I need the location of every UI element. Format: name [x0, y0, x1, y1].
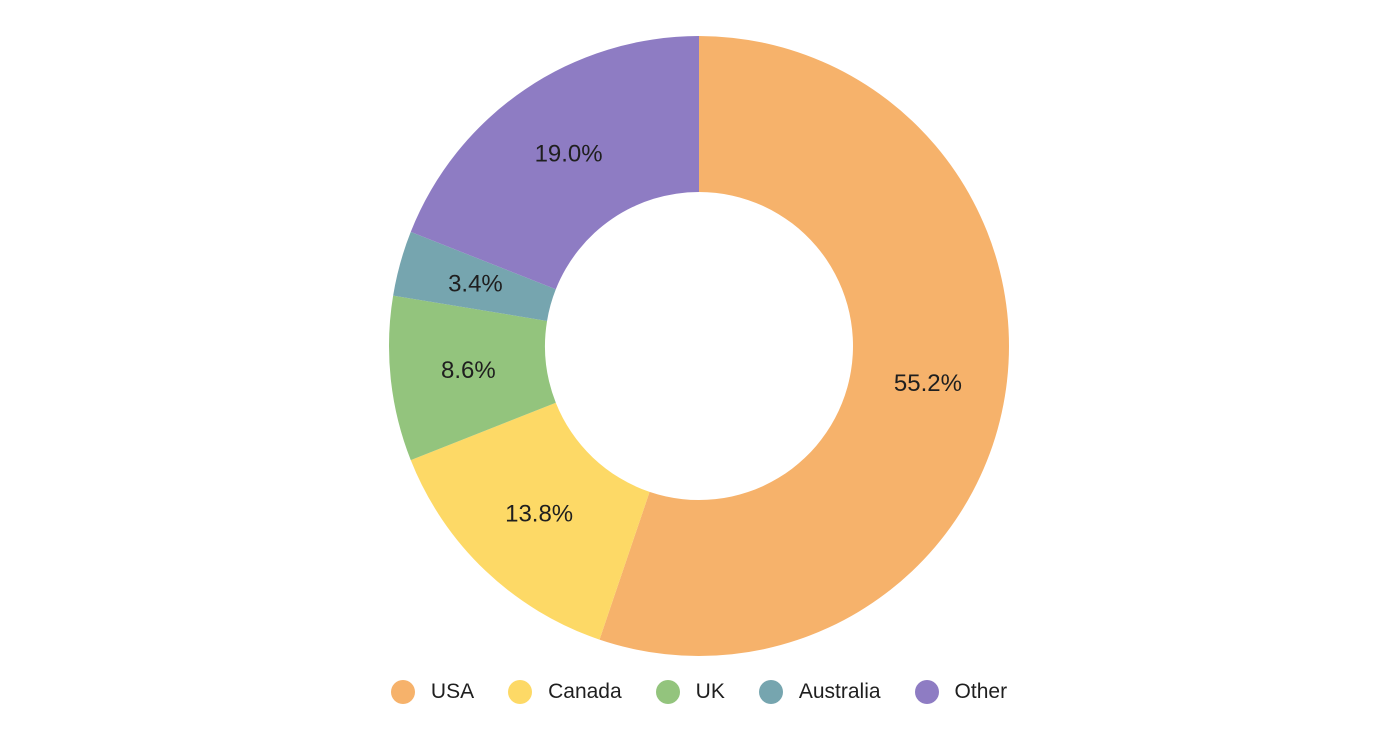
chart-legend: USA Canada UK Australia Other: [0, 672, 1398, 712]
legend-label-other: Other: [954, 680, 1008, 703]
legend-item-other[interactable]: Other: [914, 680, 1008, 704]
slice-australia[interactable]: [393, 231, 556, 321]
slice-other[interactable]: [410, 36, 699, 290]
slice-label-canada: 13.8%: [505, 501, 573, 528]
legend-swatch-usa: [390, 680, 415, 704]
legend-swatch-uk: [655, 680, 680, 704]
legend-item-usa[interactable]: USA: [390, 680, 475, 704]
slice-label-australia: 3.4%: [448, 271, 503, 298]
slice-canada[interactable]: [410, 402, 650, 640]
slice-usa[interactable]: [599, 36, 1010, 656]
legend-label-australia: Australia: [798, 680, 881, 703]
legend-label-canada: Canada: [548, 680, 622, 703]
slice-label-usa: 55.2%: [894, 370, 962, 397]
legend-item-australia[interactable]: Australia: [758, 680, 881, 704]
slice-uk[interactable]: [389, 295, 556, 461]
slice-label-uk: 8.6%: [441, 357, 496, 384]
legend-item-canada[interactable]: Canada: [508, 680, 622, 704]
legend-item-uk[interactable]: UK: [655, 680, 725, 704]
legend-swatch-australia: [758, 680, 783, 704]
slice-label-other: 19.0%: [535, 141, 603, 168]
legend-label-uk: UK: [695, 680, 725, 703]
legend-swatch-canada: [508, 680, 533, 704]
legend-label-usa: USA: [430, 680, 475, 703]
legend-swatch-other: [914, 680, 939, 704]
